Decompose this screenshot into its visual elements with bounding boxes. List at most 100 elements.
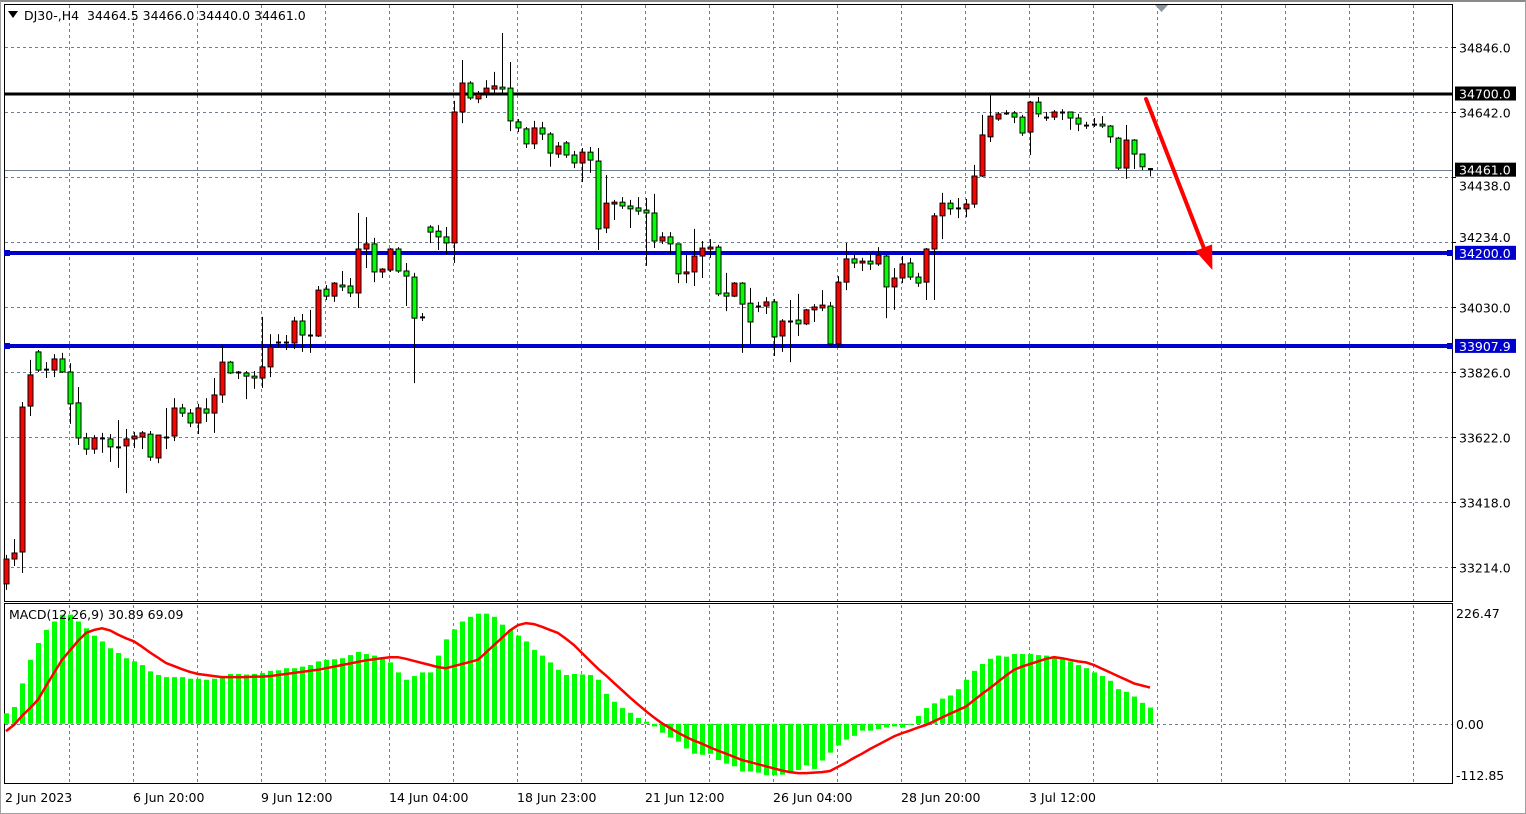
candle-body-bear	[547, 133, 554, 154]
candle-body-bull	[331, 282, 338, 297]
macd-signal-line	[5, 621, 1151, 775]
candle-body-bull	[475, 93, 482, 100]
macd-label: MACD(12,26,9) 30.89 69.09	[9, 607, 183, 622]
candle	[731, 282, 738, 298]
candle	[355, 212, 362, 308]
candle	[923, 248, 930, 300]
candle-body-bull	[819, 304, 826, 309]
trend-arrow-shaft[interactable]	[1144, 96, 1206, 250]
candle	[219, 344, 226, 403]
candle	[203, 398, 210, 423]
candle	[779, 319, 786, 352]
macd-histogram-bar	[892, 723, 897, 727]
macd-histogram-bar	[572, 673, 577, 724]
candle-body-bull	[691, 255, 698, 273]
ohlc-values: 34464.5 34466.0 34440.0 34461.0	[87, 8, 306, 23]
current-price-tag: 34461.0	[1459, 163, 1511, 178]
candle-body-bear	[771, 301, 778, 338]
macd-histogram-bar	[1124, 691, 1129, 724]
chart-shift-marker-icon[interactable]	[1155, 5, 1168, 12]
macd-histogram-bar	[340, 658, 345, 724]
candle	[1044, 111, 1049, 121]
level-price-tag-background	[1455, 245, 1516, 260]
annotations[interactable]	[1144, 96, 1213, 271]
candle	[323, 285, 330, 300]
candle	[251, 371, 258, 389]
level-handle[interactable]	[1447, 250, 1453, 256]
candle-body-bear	[299, 320, 306, 336]
time-axis[interactable]: 2 Jun 2023 6 Jun 20:00 9 Jun 12:00 14 Jun 0…	[5, 790, 1096, 805]
candle-body-bear	[1099, 123, 1106, 127]
candle	[747, 287, 754, 344]
level-handle[interactable]	[4, 250, 10, 256]
candle	[683, 255, 690, 284]
macd-histogram-bar	[644, 721, 649, 724]
candle	[403, 263, 410, 307]
candle	[651, 193, 658, 249]
candle	[11, 538, 18, 567]
macd-histogram-bar	[4, 713, 9, 724]
macd-tick-label: -112.85	[1456, 768, 1504, 783]
candle	[75, 386, 82, 445]
macd-histogram-bar	[500, 624, 505, 724]
candle-body-bear	[403, 270, 410, 277]
candle-body-bear	[523, 128, 530, 145]
candle-body-bull	[659, 236, 666, 242]
macd-histogram-bar	[1132, 696, 1137, 724]
candle-body-bear	[827, 305, 834, 345]
price-axis[interactable]: 34846.0 34642.0 34438.0 34234.0 34030.0 33826…	[1452, 41, 1516, 784]
candle	[291, 316, 298, 350]
candle	[915, 272, 922, 287]
candle	[707, 239, 714, 258]
candle	[659, 232, 666, 244]
candle-body-bear	[1115, 137, 1122, 169]
candle	[515, 119, 522, 133]
candle	[1019, 114, 1026, 136]
candle-body-bear	[227, 361, 234, 374]
candle-body-bull	[579, 151, 586, 164]
macd-histogram-bar	[1036, 655, 1041, 724]
candle-body-bull	[683, 271, 690, 275]
macd-histogram-bar	[44, 629, 49, 724]
candle	[619, 197, 626, 209]
candle-body-bear	[1139, 153, 1146, 168]
macd-histogram-bar	[484, 613, 489, 724]
candle-body-bull	[939, 202, 946, 217]
level-handle[interactable]	[4, 343, 10, 349]
candle	[507, 61, 514, 132]
macd-histogram-bar	[756, 723, 761, 773]
macd-histogram-bar	[588, 675, 593, 724]
macd-histogram-bar	[1092, 672, 1097, 724]
candle-body-bull	[1051, 111, 1058, 118]
level-handle[interactable]	[1447, 343, 1453, 349]
candle-body-bear	[323, 288, 330, 297]
candle	[164, 407, 169, 450]
candle	[91, 435, 98, 454]
candle	[35, 350, 42, 372]
price-tick-label: 33826.0	[1459, 366, 1511, 381]
level-price-tag: 34700.0	[1459, 87, 1511, 102]
macd-histogram-bar	[868, 723, 873, 731]
macd-histogram-bar	[900, 723, 905, 728]
candle-body-bull	[451, 111, 458, 244]
candle-body-bear	[515, 121, 522, 129]
arrow-down-icon[interactable]	[1195, 244, 1213, 271]
candle	[627, 199, 634, 228]
macd-tick-label: 226.47	[1456, 606, 1500, 621]
macd-histogram-bar	[772, 723, 777, 776]
candle	[979, 114, 986, 177]
candle	[811, 304, 818, 322]
candle	[211, 378, 218, 433]
collapse-triangle-icon[interactable]	[8, 11, 18, 18]
macd-histogram-bar	[628, 712, 633, 724]
candle	[587, 147, 594, 173]
candle-body-bear	[1011, 112, 1018, 118]
candle	[371, 237, 378, 283]
candle-body-bull	[803, 309, 810, 325]
candle-body-bull	[259, 366, 266, 379]
macd-histogram-bar	[908, 723, 913, 725]
candle-body-bull	[891, 277, 898, 288]
macd-histogram-bar	[356, 651, 361, 724]
candle-body-bull	[979, 134, 986, 177]
